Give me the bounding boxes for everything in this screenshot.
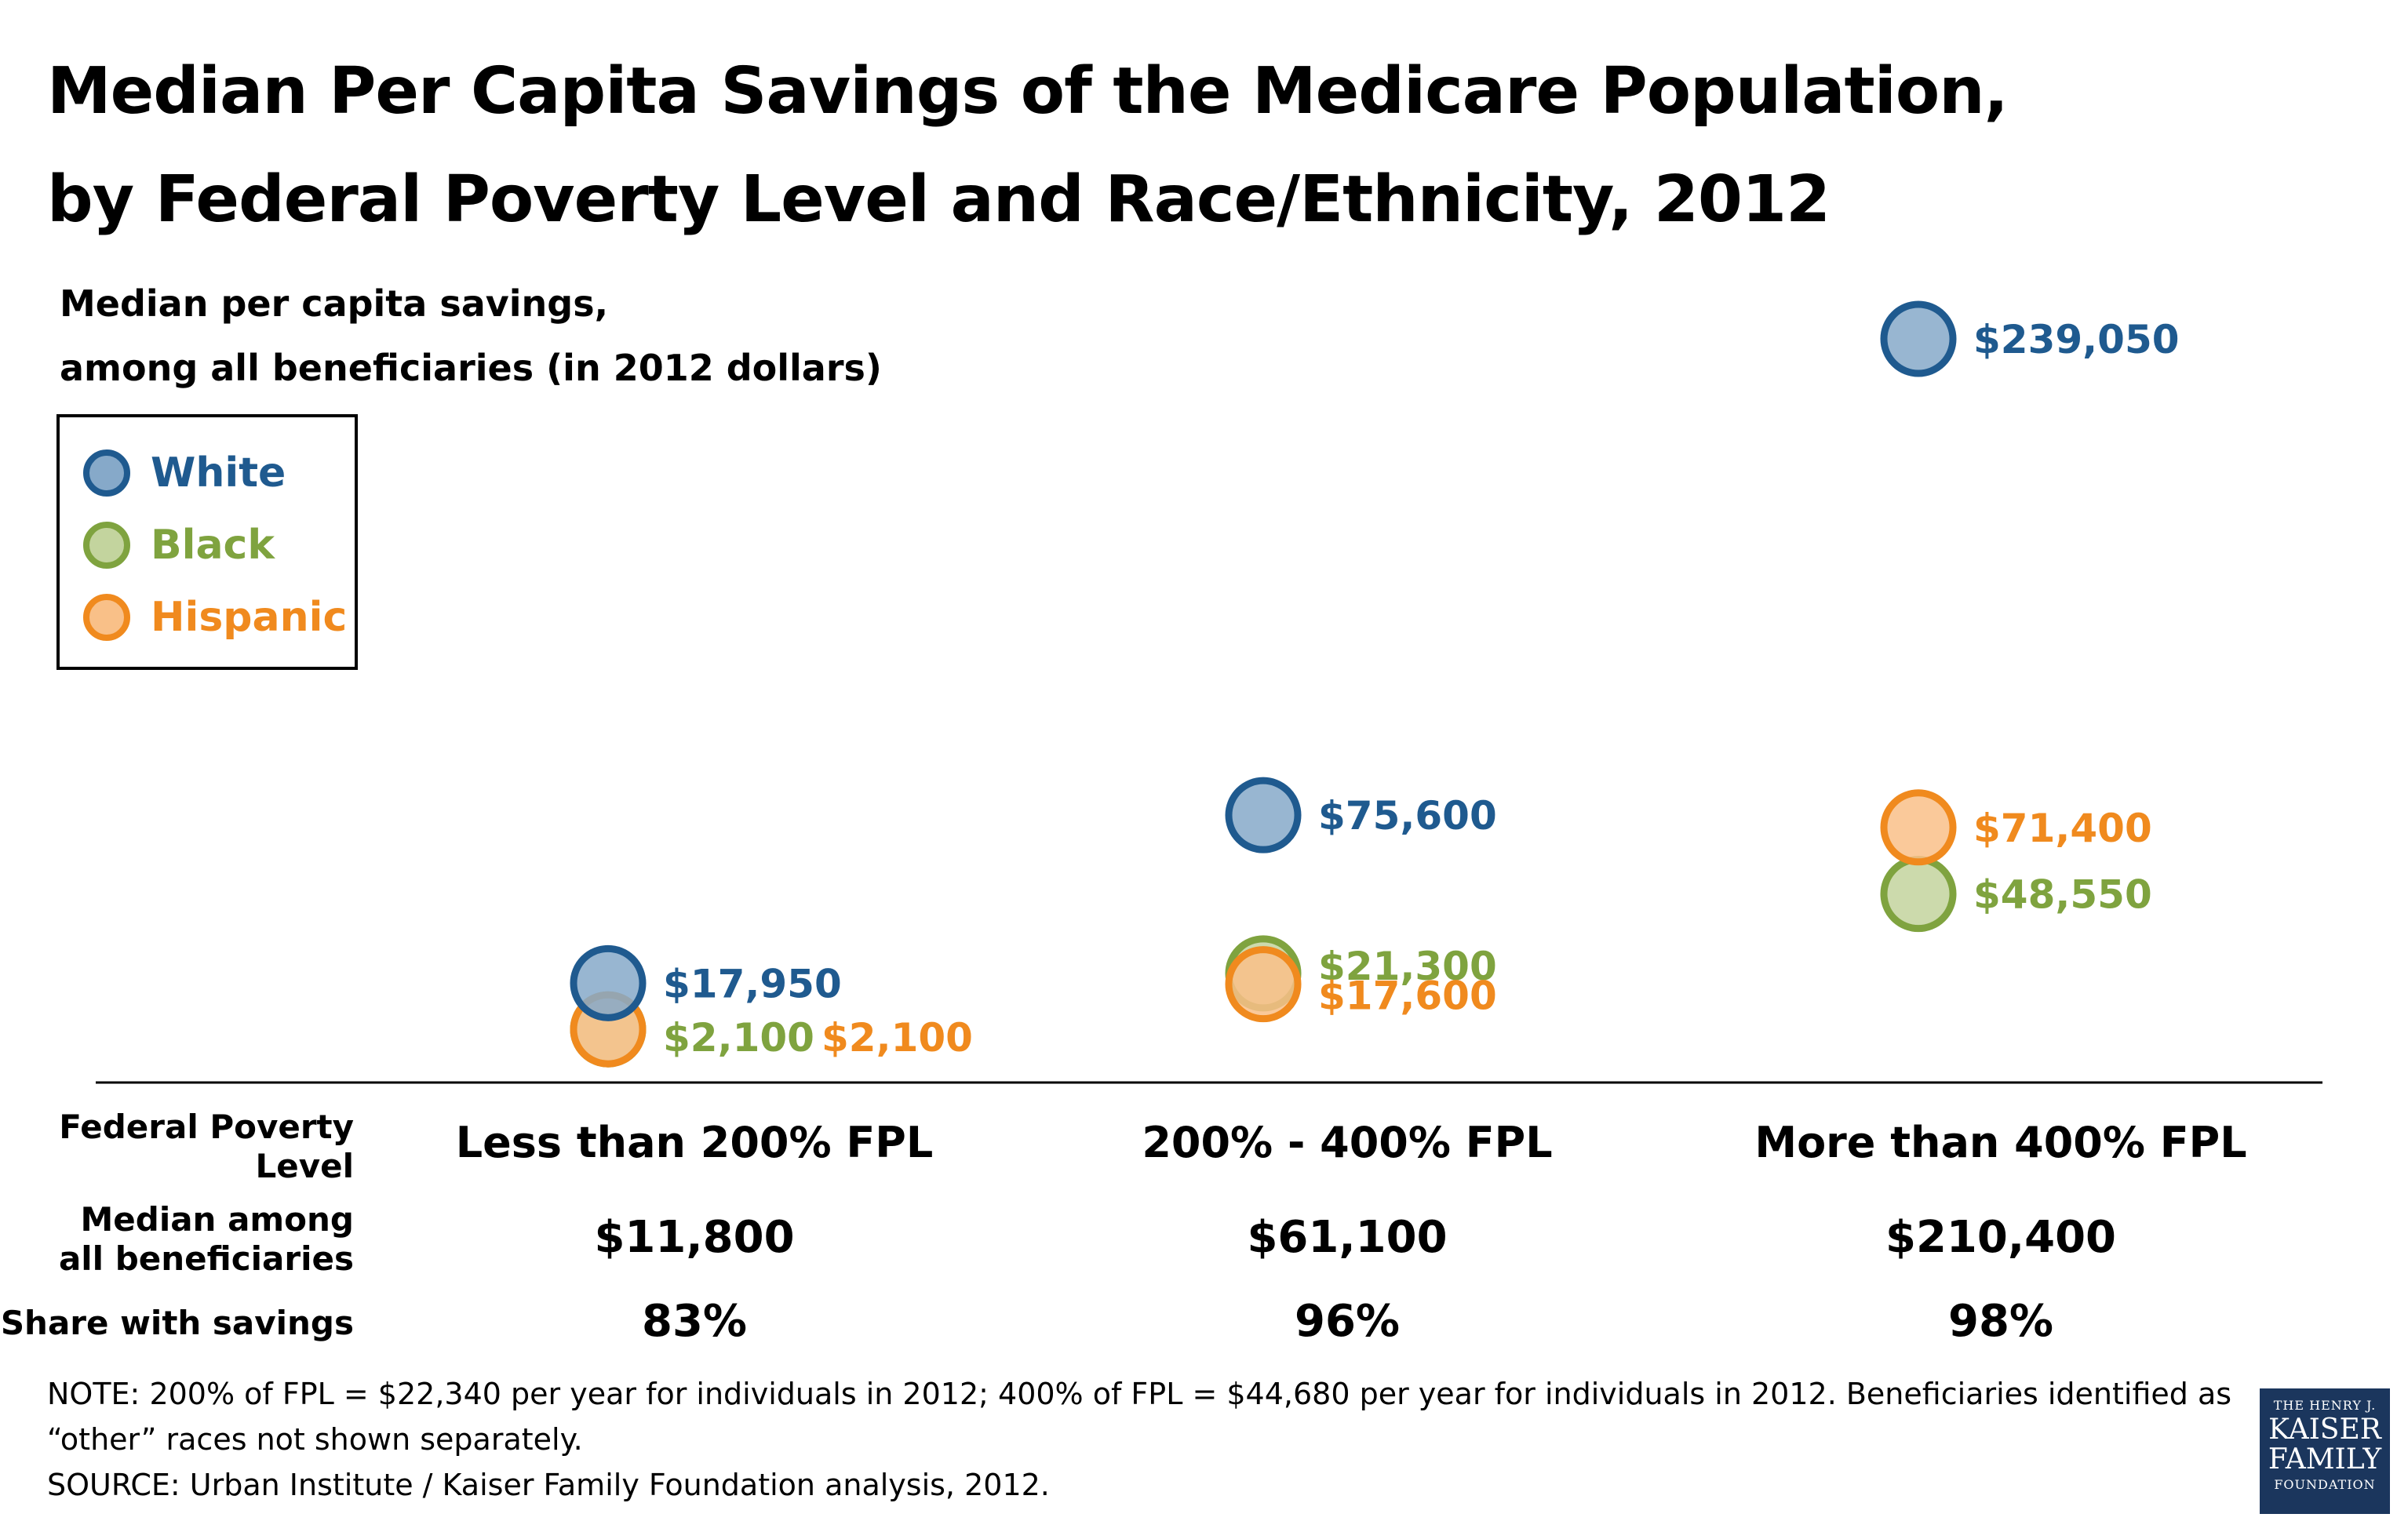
category-label-mid: 200% - 400% FPL (1142, 1118, 1553, 1167)
legend: White Black Hispanic (56, 414, 358, 670)
category-label-low: Less than 200% FPL (455, 1118, 934, 1167)
logo-line-1: THE HENRY J. (2273, 1398, 2377, 1413)
note-line-2: “other” races not shown separately. (47, 1422, 583, 1457)
bubble-hispanic-3 (1880, 789, 1957, 866)
row-label-median-line-1: Median among (80, 1200, 354, 1239)
legend-swatch-white (83, 449, 130, 497)
legend-label-hispanic: Hispanic (151, 594, 348, 641)
data-label-hispanic-3: $71,400 (1973, 806, 2152, 851)
category-label-high: More than 400% FPL (1754, 1118, 2247, 1167)
median-value-high: $210,400 (1885, 1212, 2117, 1263)
data-label-black-2: $21,300 (1318, 944, 1497, 989)
chart-title: Median Per Capita Savings of the Medicar… (47, 38, 2009, 254)
median-value-mid: $61,100 (1247, 1212, 1448, 1263)
chart-title-line-2: by Federal Poverty Level and Race/Ethnic… (47, 162, 1831, 237)
share-value-mid: 96% (1294, 1296, 1401, 1347)
row-label-median-line-2: all beneficiaries (58, 1239, 354, 1278)
legend-label-white: White (151, 449, 286, 497)
bubble-white-1 (570, 944, 647, 1021)
logo-line-2: KAISER (2268, 1414, 2381, 1446)
legend-label-black: Black (151, 522, 275, 569)
chart-subtitle: Median per capita savings, among all ben… (60, 271, 882, 400)
row-label-median: Median among all beneficiaries (59, 1200, 354, 1279)
median-value-low: $11,800 (594, 1212, 795, 1263)
legend-item-black: Black (83, 518, 275, 573)
kff-logo: THE HENRY J. KAISER FAMILY FOUNDATION (2260, 1388, 2390, 1514)
legend-swatch-hispanic (83, 594, 130, 641)
data-label-hispanic-1: $2,100 (821, 1015, 973, 1061)
bubble-white-2 (1225, 777, 1302, 853)
chart-title-line-1: Median Per Capita Savings of the Medicar… (47, 54, 2009, 129)
logo-line-4: FOUNDATION (2274, 1477, 2376, 1492)
share-value-low: 83% (641, 1296, 748, 1347)
bubble-black-3 (1880, 856, 1957, 933)
chart-subtitle-line-1: Median per capita savings, (60, 282, 609, 325)
legend-swatch-black (83, 522, 130, 569)
source-line: SOURCE: Urban Institute / Kaiser Family … (47, 1468, 1050, 1502)
row-label-fpl: Federal Poverty Level (59, 1108, 354, 1186)
legend-item-white: White (83, 446, 286, 500)
data-label-white-3: $239,050 (1973, 317, 2180, 362)
legend-item-hispanic: Hispanic (83, 590, 347, 645)
data-label-black-3: $48,550 (1973, 872, 2152, 918)
data-label-white-1: $17,950 (663, 961, 842, 1006)
row-label-fpl-line-2: Level (255, 1147, 354, 1185)
data-label-black-1: $2,100 (663, 1015, 814, 1061)
row-label-share: Share with savings (0, 1304, 354, 1342)
bubble-white-3 (1880, 300, 1957, 377)
share-value-high: 98% (1947, 1296, 2054, 1347)
data-label-hispanic-2: $17,600 (1318, 973, 1497, 1019)
data-label-white-2: $75,600 (1318, 793, 1497, 839)
row-label-fpl-line-1: Federal Poverty (59, 1108, 354, 1146)
bubble-hispanic-2 (1225, 946, 1302, 1023)
note: NOTE: 200% of FPL = $22,340 per year for… (47, 1371, 2244, 1508)
note-line-1: NOTE: 200% of FPL = $22,340 per year for… (47, 1377, 2232, 1411)
logo-line-3: FAMILY (2268, 1443, 2382, 1476)
chart-subtitle-line-2: among all beneficiaries (in 2012 dollars… (60, 347, 882, 389)
